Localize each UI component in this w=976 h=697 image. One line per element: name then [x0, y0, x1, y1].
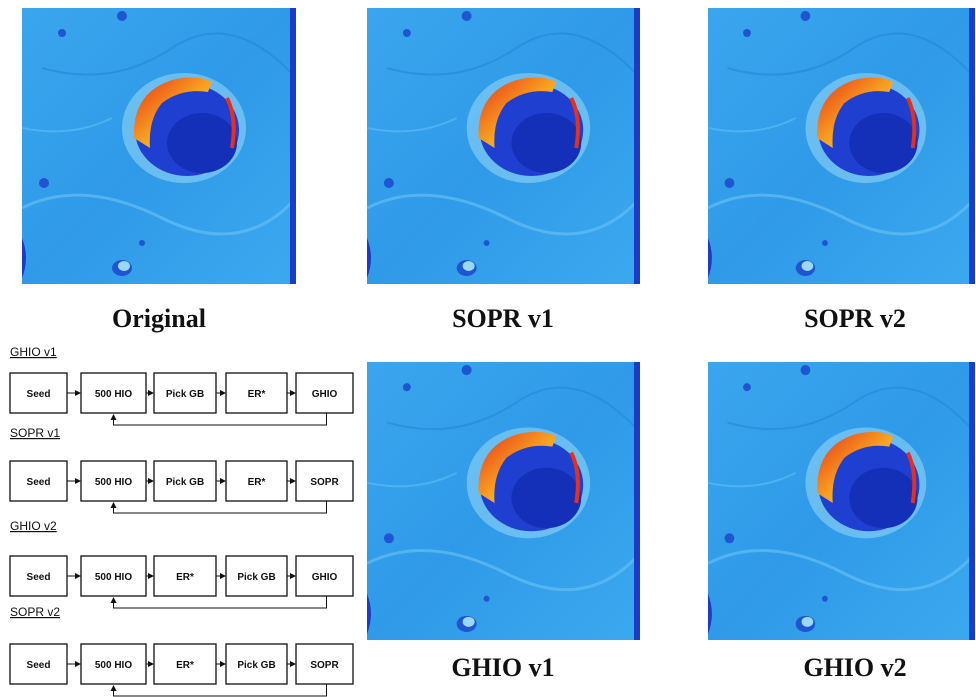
step-label: Pick GB [166, 389, 204, 400]
step-label: ER* [176, 572, 194, 583]
step-label: Pick GB [237, 572, 275, 583]
step-label: SOPR [310, 477, 339, 488]
caption: SOPR v1 [452, 304, 554, 333]
image [22, 8, 296, 284]
pipeline-title: SOPR v1 [10, 426, 60, 440]
caption: SOPR v2 [804, 304, 906, 333]
pipeline-title: SOPR v2 [10, 605, 60, 619]
image [367, 8, 640, 284]
step-label: Seed [27, 477, 51, 488]
step-label: 500 HIO [95, 660, 132, 671]
figure: Original SOPR v1 SOPR v2 GHIO v1 GHIO v2 GHIO… [0, 0, 976, 697]
step-label: 500 HIO [95, 389, 132, 400]
step-label: Seed [27, 660, 51, 671]
step-label: ER* [176, 660, 194, 671]
caption: GHIO v2 [803, 653, 906, 682]
caption: GHIO v1 [451, 653, 554, 682]
image [708, 8, 975, 284]
feedback-arrow [114, 596, 327, 608]
pipeline-title: GHIO v1 [10, 345, 57, 359]
step-label: Seed [27, 389, 51, 400]
step-label: ER* [248, 389, 266, 400]
feedback-arrow [114, 501, 327, 513]
step-label: 500 HIO [95, 572, 132, 583]
pipeline-title: GHIO v2 [10, 519, 57, 533]
caption: Original [112, 304, 206, 333]
step-label: SOPR [310, 660, 339, 671]
step-label: GHIO [312, 389, 338, 400]
feedback-arrow [114, 413, 327, 425]
feedback-arrow [114, 684, 327, 696]
image [367, 362, 640, 640]
step-label: Seed [27, 572, 51, 583]
step-label: 500 HIO [95, 477, 132, 488]
step-label: Pick GB [237, 660, 275, 671]
step-label: Pick GB [166, 477, 204, 488]
step-label: GHIO [312, 572, 338, 583]
image [708, 362, 975, 640]
step-label: ER* [248, 477, 266, 488]
